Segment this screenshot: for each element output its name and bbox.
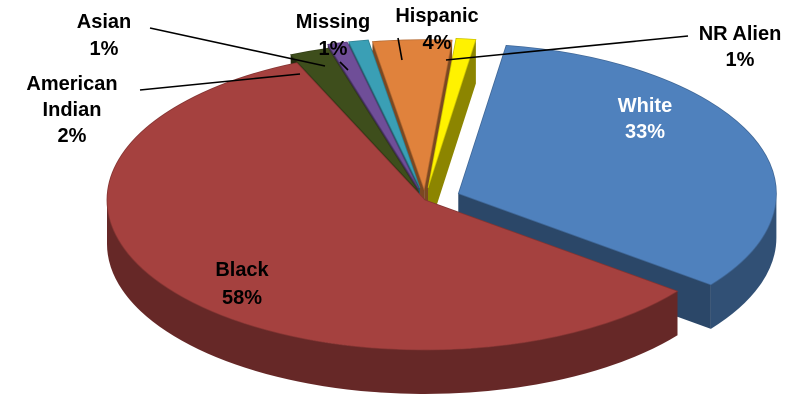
- label-nr-alien-name: NR Alien: [699, 23, 782, 45]
- label-american-indian-value: 2%: [58, 125, 87, 147]
- leader-lines: [139, 27, 689, 91]
- label-nr-alien: NR Alien 1%: [699, 23, 782, 71]
- slice-cut-nr-alien-1: [428, 39, 476, 232]
- leader-missing: [339, 61, 349, 71]
- slice-wall-white: [710, 193, 777, 329]
- slice-missing: [348, 39, 421, 189]
- leader-asian: [149, 27, 326, 67]
- label-black-name: Black: [215, 259, 269, 281]
- label-american-indian-name-2: Indian: [43, 99, 102, 121]
- label-white-value: 33%: [625, 121, 665, 143]
- slice-hispanic: [371, 39, 453, 192]
- label-black: Black 58%: [215, 259, 269, 309]
- label-missing-name: Missing: [296, 11, 370, 33]
- slice-nr-alien: [427, 37, 477, 188]
- label-black-value: 58%: [222, 287, 262, 309]
- label-asian-name: Asian: [77, 11, 131, 33]
- pie-tops: [106, 37, 777, 351]
- label-asian: Asian 1%: [77, 11, 131, 60]
- slice-black: [106, 62, 679, 351]
- label-white-name: White: [618, 95, 672, 117]
- label-american-indian-name-1: American: [26, 73, 117, 95]
- slice-wall-black: [107, 200, 678, 394]
- label-nr-alien-value: 1%: [726, 49, 755, 71]
- label-hispanic-name: Hispanic: [395, 5, 478, 27]
- label-american-indian: American Indian 2%: [26, 73, 117, 147]
- leader-american-indian: [139, 73, 301, 91]
- slice-american-indian: [289, 47, 420, 193]
- slice-white: [457, 44, 777, 286]
- label-asian-value: 1%: [90, 38, 119, 60]
- leader-hispanic: [397, 37, 403, 61]
- label-hispanic-value: 4%: [423, 32, 452, 54]
- label-missing: Missing 1%: [296, 11, 370, 60]
- label-hispanic: Hispanic 4%: [395, 5, 478, 54]
- label-missing-value: 1%: [319, 38, 348, 60]
- leader-nr-alien: [445, 35, 689, 61]
- label-white: White 33%: [618, 95, 672, 143]
- slice-asian: [327, 41, 419, 189]
